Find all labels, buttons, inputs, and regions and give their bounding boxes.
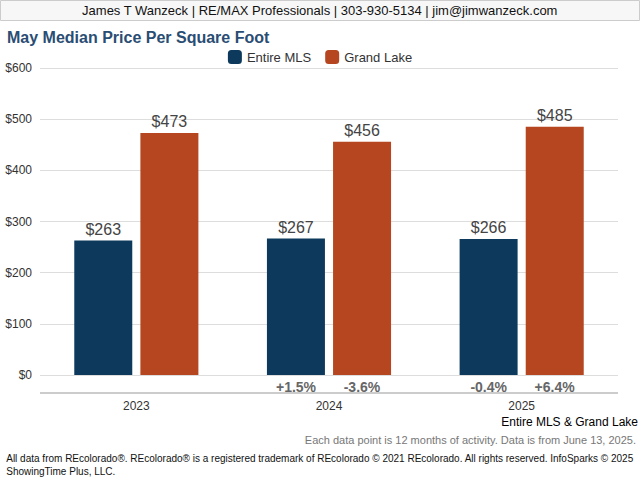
svg-text:$267: $267: [278, 219, 314, 236]
svg-text:$400: $400: [5, 163, 32, 177]
svg-text:Entire MLS: Entire MLS: [247, 50, 312, 65]
svg-text:$600: $600: [5, 61, 32, 75]
svg-text:+1.5%: +1.5%: [276, 379, 317, 395]
svg-text:$473: $473: [152, 113, 188, 130]
svg-text:$485: $485: [537, 107, 573, 124]
svg-text:$456: $456: [344, 122, 380, 139]
svg-text:All data from REcolorado®. REc: All data from REcolorado®. REcolorado® i…: [6, 453, 633, 464]
svg-text:-0.4%: -0.4%: [470, 379, 507, 395]
svg-text:+6.4%: +6.4%: [535, 379, 576, 395]
svg-text:$266: $266: [471, 219, 507, 236]
svg-text:Grand Lake: Grand Lake: [575, 415, 638, 429]
svg-text:May Median Price Per Square Fo: May Median Price Per Square Foot: [7, 29, 270, 46]
svg-text:$500: $500: [5, 112, 32, 126]
svg-text:James T Wanzeck | RE/MAX Profe: James T Wanzeck | RE/MAX Professionals |…: [82, 3, 557, 18]
svg-text:$100: $100: [5, 317, 32, 331]
svg-text:ShowingTime Plus, LLC.: ShowingTime Plus, LLC.: [6, 466, 115, 477]
svg-text:$263: $263: [85, 221, 121, 238]
svg-text:$0: $0: [19, 368, 33, 382]
svg-text:2024: 2024: [316, 399, 343, 413]
svg-text:Each data point is 12 months o: Each data point is 12 months of activity…: [305, 434, 636, 446]
svg-text:2023: 2023: [123, 399, 150, 413]
svg-text:Grand Lake: Grand Lake: [344, 50, 412, 65]
svg-text:&: &: [561, 415, 576, 429]
svg-text:-3.6%: -3.6%: [344, 379, 381, 395]
svg-text:$200: $200: [5, 266, 32, 280]
svg-text:2025: 2025: [508, 399, 535, 413]
svg-text:$300: $300: [5, 215, 32, 229]
svg-text:Entire MLS: Entire MLS: [501, 415, 560, 429]
